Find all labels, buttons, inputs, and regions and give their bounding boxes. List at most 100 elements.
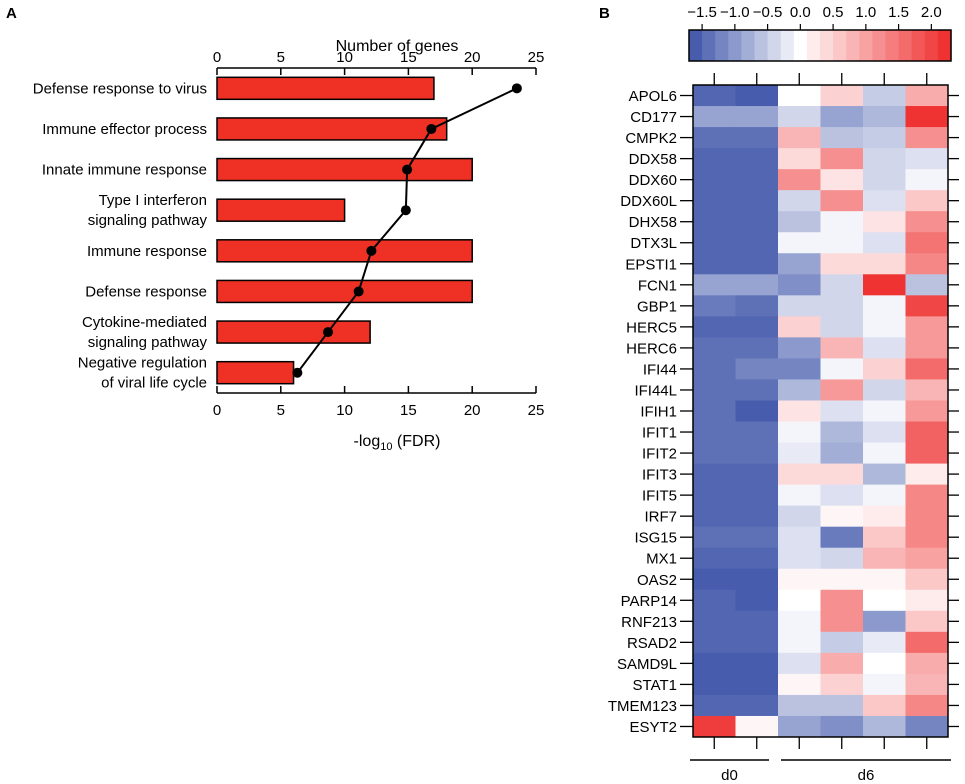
enrichment-bar-chart: Number of genes 0 5 10 15 20 25 0 5 10 15 20 25 De… <box>33 38 545 453</box>
heatmap-cell <box>735 127 779 149</box>
gene-label-27: SAMD9L <box>617 656 677 673</box>
heatmap-cell <box>693 589 736 612</box>
heatmap-cell <box>735 85 779 107</box>
category-label-3-0: Type I interferon <box>99 192 207 209</box>
gene-label-14: IFI44L <box>634 382 677 399</box>
heatmap-cell <box>778 589 821 612</box>
category-label-6-1: signaling pathway <box>88 334 208 351</box>
heatmap-cell <box>820 631 864 654</box>
panel-label-b: B <box>599 5 610 22</box>
heatmap-cell <box>735 463 779 486</box>
gene-label-21: ISG15 <box>634 530 677 547</box>
heatmap-cell <box>693 652 736 675</box>
bars <box>216 76 473 385</box>
bottom-tick-label-2: 10 <box>336 402 353 419</box>
heatmap-cell <box>863 106 906 128</box>
heatmap-cell <box>693 148 736 170</box>
heatmap-cell <box>778 169 821 191</box>
heatmap-cell <box>778 526 821 549</box>
heatmap-cell <box>905 211 949 233</box>
heatmap-cell <box>778 211 821 233</box>
heatmap-cell <box>735 505 779 528</box>
gene-label-19: IFIT5 <box>642 488 677 505</box>
heatmap-cell <box>905 358 949 380</box>
heatmap-cell <box>735 631 779 654</box>
heatmap-cell <box>905 715 949 738</box>
heatmap-cell <box>863 694 906 717</box>
heatmap-cell <box>905 484 949 507</box>
colorbar-swatch <box>754 30 769 61</box>
heatmap-cell <box>693 358 736 380</box>
colorbar-swatch <box>820 30 834 61</box>
heatmap-cell <box>778 274 821 296</box>
heatmap-cell <box>820 169 864 191</box>
heatmap-cell <box>820 358 864 380</box>
heatmap-cell <box>735 673 779 696</box>
heatmap-cell <box>778 652 821 675</box>
heatmap-cell <box>735 694 779 717</box>
heatmap-cell <box>820 568 864 591</box>
heatmap-cell <box>863 232 906 254</box>
heatmap-cell <box>863 295 906 317</box>
heatmap-cell <box>863 127 906 149</box>
heatmap-cell <box>863 400 906 423</box>
gene-label-20: IRF7 <box>644 509 677 526</box>
category-label-1-0: Immune effector process <box>42 121 207 138</box>
category-label-5-0: Defense response <box>85 283 207 300</box>
colorbar-tick-label-7: 2.0 <box>921 4 942 21</box>
gene-label-22: MX1 <box>646 551 677 568</box>
gene-count-point-4 <box>366 245 377 256</box>
bar-1 <box>216 117 448 141</box>
colorbar-swatch <box>702 30 716 61</box>
heatmap-cell <box>820 673 864 696</box>
heatmap-cell <box>905 463 949 486</box>
colorbar-swatch <box>937 30 952 61</box>
heatmap-cell <box>735 610 779 633</box>
gene-label-3: DDX58 <box>629 151 677 168</box>
category-label-2-0: Innate immune response <box>42 162 207 179</box>
heatmap-cell <box>693 190 736 212</box>
colorbar-swatch <box>780 30 795 61</box>
top-axis: 0 5 10 15 20 25 <box>213 49 544 75</box>
heatmap-cell <box>693 337 736 359</box>
heatmap-cell <box>778 316 821 338</box>
heatmap-cell <box>905 547 949 570</box>
heatmap-cell <box>820 526 864 549</box>
heatmap-cell <box>863 274 906 296</box>
colorbar-swatch <box>833 30 847 61</box>
heatmap-cell <box>863 211 906 233</box>
heatmap-cell <box>820 190 864 212</box>
heatmap-cell <box>693 505 736 528</box>
expression-heatmap: −1.5 −1.0 −0.5 0.0 0.5 1.0 1.5 2.0 APOL6 CD177 CM… <box>608 4 959 784</box>
colorbar-swatch <box>741 30 756 61</box>
gene-label-23: OAS2 <box>637 572 677 589</box>
gene-label-25: RNF213 <box>621 614 677 631</box>
colorbar-tick-label-5: 1.0 <box>855 4 876 21</box>
group-label-0: d0 <box>721 767 738 784</box>
heatmap-cell <box>778 694 821 717</box>
heatmap-cell <box>693 211 736 233</box>
heatmap-cell <box>735 148 779 170</box>
bottom-tick-label-1: 5 <box>277 402 285 419</box>
heatmap-cell <box>820 127 864 149</box>
heatmap-cell <box>778 673 821 696</box>
gene-label-18: IFIT3 <box>642 467 677 484</box>
heatmap-cell <box>778 568 821 591</box>
heatmap-cell <box>735 274 779 296</box>
gene-label-15: IFIH1 <box>640 404 677 421</box>
gene-count-line <box>292 83 522 378</box>
colorbar-tick-label-2: −0.5 <box>753 4 783 21</box>
heatmap-cell <box>735 253 779 275</box>
gene-count-polyline <box>296 87 518 374</box>
heatmap-cell <box>820 379 864 401</box>
colorbar-swatch <box>924 30 939 61</box>
colorbar: −1.5 −1.0 −0.5 0.0 0.5 1.0 1.5 2.0 <box>687 4 952 62</box>
panel-label-a: A <box>6 5 17 22</box>
heatmap-cell <box>693 295 736 317</box>
bar-2 <box>216 157 473 182</box>
heatmap-cell <box>693 484 736 507</box>
heatmap-cell <box>863 379 906 401</box>
heatmap-cell <box>735 316 779 338</box>
heatmap-cell <box>693 232 736 254</box>
